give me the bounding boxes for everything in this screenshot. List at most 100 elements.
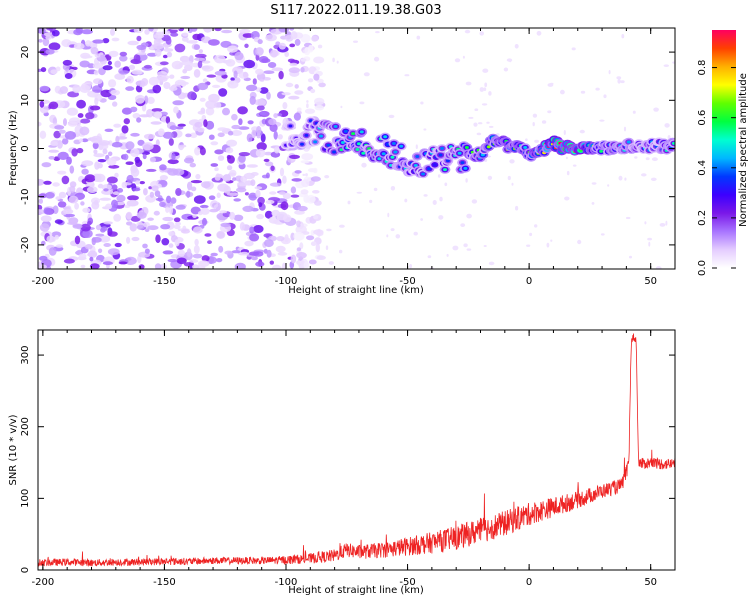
- heatmap-cell: [471, 199, 478, 204]
- heatmap-cell: [269, 191, 277, 195]
- heatmap-cell: [377, 157, 382, 161]
- heatmap-cell: [316, 255, 326, 260]
- heatmap-cell: [233, 70, 238, 79]
- heatmap-cell: [300, 67, 305, 73]
- heatmap-cell: [290, 254, 297, 264]
- heatmap-cell: [312, 190, 320, 194]
- heatmap-cell: [355, 148, 360, 151]
- heatmap-cell: [148, 28, 154, 32]
- heatmap-cell: [300, 160, 310, 164]
- heatmap-cell: [238, 118, 243, 126]
- heatmap-cell: [256, 133, 261, 139]
- heatmap-cell: [523, 146, 528, 149]
- heatmap-cell: [39, 223, 50, 232]
- heatmap-cell: [110, 28, 115, 36]
- x-tick-label: -50: [399, 276, 415, 287]
- heatmap-cell: [302, 49, 305, 54]
- heatmap-cell: [181, 36, 189, 42]
- heatmap-cell: [52, 117, 58, 125]
- heatmap-cell: [163, 81, 171, 90]
- heatmap-cell: [599, 149, 604, 153]
- heatmap-cell: [340, 141, 345, 144]
- heatmap-cell: [541, 120, 547, 124]
- x-tick-label: 0: [526, 276, 532, 287]
- y-tick-label: 200: [20, 417, 31, 436]
- heatmap-cell: [111, 199, 118, 208]
- heatmap-cell: [80, 223, 91, 232]
- heatmap-cell: [43, 180, 52, 185]
- heatmap-cell: [145, 168, 157, 172]
- heatmap-cell: [284, 51, 290, 58]
- heatmap-cell: [232, 177, 237, 182]
- heatmap-cell: [48, 149, 59, 153]
- heatmap-cell: [201, 65, 211, 70]
- heatmap-cell: [307, 78, 314, 83]
- heatmap-cell: [54, 234, 59, 240]
- heatmap-cell: [279, 167, 285, 177]
- heatmap-cell: [136, 117, 142, 123]
- heatmap-cell: [289, 62, 298, 67]
- heatmap-cell: [98, 235, 111, 243]
- snr-ticks: -200 -150 -100 -50 0 50 0 100 200 300: [20, 330, 676, 588]
- heatmap-cell: [283, 214, 292, 223]
- heatmap-cell: [92, 142, 99, 150]
- heatmap-cell: [147, 225, 159, 231]
- heatmap-cell: [488, 125, 494, 128]
- heatmap-cell: [288, 67, 301, 74]
- heatmap-cell: [106, 157, 117, 166]
- heatmap-cell: [580, 90, 586, 94]
- heatmap-cell: [268, 216, 279, 224]
- heatmap-cell: [526, 244, 531, 247]
- heatmap-cell: [148, 186, 153, 190]
- heatmap-cell: [301, 179, 310, 188]
- heatmap-cell: [326, 228, 332, 232]
- heatmap-cell: [416, 35, 421, 40]
- heatmap-cell: [336, 60, 339, 64]
- heatmap-cell: [251, 129, 257, 139]
- heatmap-cell: [38, 28, 46, 34]
- heatmap-cell: [413, 164, 418, 167]
- heatmap-cell: [214, 149, 224, 155]
- heatmap-cell: [483, 87, 487, 91]
- heatmap-cell: [466, 248, 472, 251]
- heatmap-cell: [618, 175, 623, 181]
- colorbar-tick-label: 0.4: [697, 160, 708, 176]
- heatmap-cell: [200, 204, 209, 209]
- heatmap-cell: [227, 130, 234, 136]
- heatmap-cell: [190, 186, 197, 192]
- heatmap-cell: [242, 71, 249, 78]
- heatmap-cell: [62, 59, 73, 66]
- heatmap-cell: [464, 29, 471, 34]
- heatmap-cell: [188, 259, 199, 263]
- heatmap-cell: [162, 216, 174, 222]
- heatmap-cell: [55, 196, 61, 200]
- heatmap-cell: [131, 236, 140, 242]
- heatmap-cell: [50, 141, 59, 147]
- heatmap-cell: [230, 77, 235, 81]
- heatmap-cell: [149, 157, 156, 163]
- heatmap-cell: [249, 233, 260, 242]
- heatmap-cell: [38, 38, 43, 43]
- heatmap-cell: [154, 111, 163, 119]
- heatmap-cell: [151, 185, 159, 192]
- heatmap-cell: [375, 30, 380, 34]
- heatmap-cell: [351, 132, 356, 136]
- heatmap-cell: [197, 82, 209, 91]
- heatmap-cell: [71, 148, 78, 157]
- heatmap-cell: [132, 187, 141, 192]
- heatmap-cell: [326, 143, 331, 147]
- heatmap-cell: [226, 192, 239, 196]
- heatmap-cell: [300, 189, 309, 195]
- heatmap-cell: [167, 258, 178, 263]
- heatmap-cell: [659, 223, 666, 227]
- heatmap-cell: [294, 210, 305, 215]
- heatmap-cell: [291, 178, 303, 182]
- heatmap-cell: [347, 200, 351, 205]
- heatmap-cell: [285, 82, 294, 88]
- colorbar-ticks: 0.0 0.2 0.4 0.6 0.8: [697, 60, 736, 276]
- heatmap-cell: [239, 222, 245, 231]
- heatmap-cell: [276, 113, 283, 117]
- heatmap-cell: [66, 107, 78, 116]
- heatmap-cell: [281, 262, 287, 269]
- heatmap-cell: [190, 180, 203, 184]
